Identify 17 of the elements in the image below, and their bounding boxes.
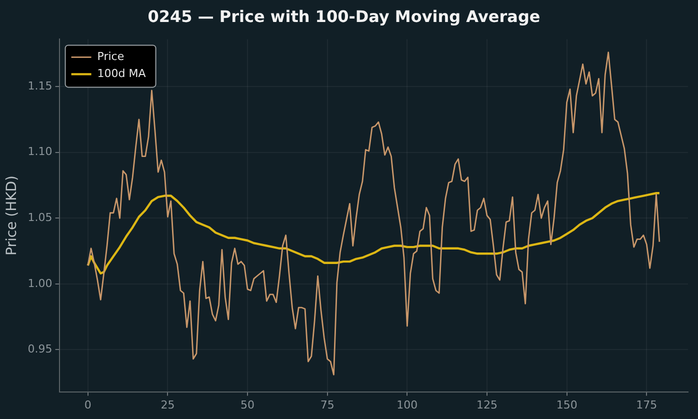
legend-label: Price (97, 50, 124, 64)
y-tick-label: 1.05 (28, 210, 52, 224)
chart-title: 0245 — Price with 100-Day Moving Average (148, 6, 540, 26)
legend-label: 100d MA (97, 67, 146, 80)
x-tick-label: 150 (556, 398, 578, 412)
x-tick-label: 0 (84, 398, 92, 412)
y-axis-title: Price (HKD) (4, 175, 20, 256)
x-tick-label: 50 (240, 398, 255, 412)
x-tick-label: 175 (636, 398, 658, 412)
y-tick-label: 1.15 (28, 79, 52, 92)
x-tick-label: 100 (396, 398, 418, 412)
x-tick-label: 75 (320, 398, 334, 412)
y-tick-label: 0.95 (28, 342, 52, 356)
x-tick-label: 125 (476, 398, 498, 412)
y-tick-label: 1.00 (28, 276, 52, 290)
y-tick-label: 1.10 (28, 145, 52, 158)
x-tick-label: 25 (160, 398, 175, 412)
